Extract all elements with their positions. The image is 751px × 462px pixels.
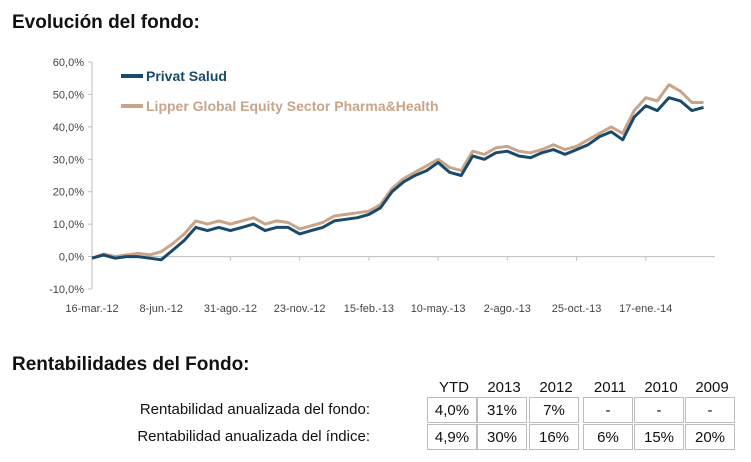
chart-ticks: -10,0% 0,0% 10,0% 20,0% 30,0% 40,0% 50,0% 60,0%… xyxy=(49,57,672,315)
table-cell: 4,9% xyxy=(427,424,477,450)
chart-series xyxy=(91,83,704,262)
y-tick-label: 50,0% xyxy=(53,89,84,101)
x-tick-label: 2-ago.-13 xyxy=(484,303,531,315)
chart-axes xyxy=(91,62,715,289)
table-cell: - xyxy=(583,397,633,423)
x-tick-label: 8-jun.-12 xyxy=(140,303,183,315)
column-header: 2011 xyxy=(593,379,627,396)
table-cell: - xyxy=(685,397,735,423)
y-tick-label: 10,0% xyxy=(53,219,84,231)
y-tick-label: -10,0% xyxy=(49,284,84,296)
table-cell: 7% xyxy=(529,397,579,423)
table-cell: 20% xyxy=(685,424,735,450)
table-cell: 4,0% xyxy=(427,397,477,423)
table-cell: 16% xyxy=(529,424,579,450)
y-tick-label: 30,0% xyxy=(53,154,84,166)
series-line-fund xyxy=(91,96,704,262)
returns-section-title: Rentabilidades del Fondo: xyxy=(12,354,250,375)
column-header: 2009 xyxy=(695,379,729,396)
fund-evolution-chart: -10,0% 0,0% 10,0% 20,0% 30,0% 40,0% 50,0% 60,0%… xyxy=(49,57,715,315)
chart-legend: Privat Salud Lipper Global Equity Sector … xyxy=(121,68,439,114)
legend-label: Privat Salud xyxy=(146,68,227,84)
row-label: Rentabilidad anualizada del fondo: xyxy=(139,401,370,418)
column-header: 2010 xyxy=(644,379,678,396)
x-tick-label: 10-may.-13 xyxy=(411,303,466,315)
x-tick-label: 31-ago.-12 xyxy=(204,303,257,315)
table-cell: 31% xyxy=(477,397,527,423)
legend-label: Lipper Global Equity Sector Pharma&Healt… xyxy=(146,98,439,114)
y-tick-label: 40,0% xyxy=(53,122,84,134)
table-cell: - xyxy=(634,397,684,423)
column-header: 2012 xyxy=(539,379,573,396)
row-label: Rentabilidad anualizada del índice: xyxy=(137,428,370,445)
x-tick-label: 23-nov.-12 xyxy=(274,303,326,315)
chart-section-title: Evolución del fondo: xyxy=(12,12,200,33)
x-tick-label: 25-oct.-13 xyxy=(552,303,602,315)
y-tick-label: 60,0% xyxy=(53,57,84,69)
table-cell: 6% xyxy=(583,424,633,450)
column-header: 2013 xyxy=(487,379,521,396)
y-tick-label: 0,0% xyxy=(59,252,84,264)
table-cell: 30% xyxy=(477,424,527,450)
returns-table: YTD 2013 2012 2011 2010 2009 Rentabilidad anu… xyxy=(0,375,751,455)
y-tick-label: 20,0% xyxy=(53,187,84,199)
column-header: YTD xyxy=(439,379,469,396)
series-line-index xyxy=(91,83,704,260)
x-tick-label: 16-mar.-12 xyxy=(65,303,118,315)
x-tick-label: 15-feb.-13 xyxy=(344,303,394,315)
x-tick-label: 17-ene.-14 xyxy=(619,303,672,315)
table-cell: 15% xyxy=(634,424,684,450)
